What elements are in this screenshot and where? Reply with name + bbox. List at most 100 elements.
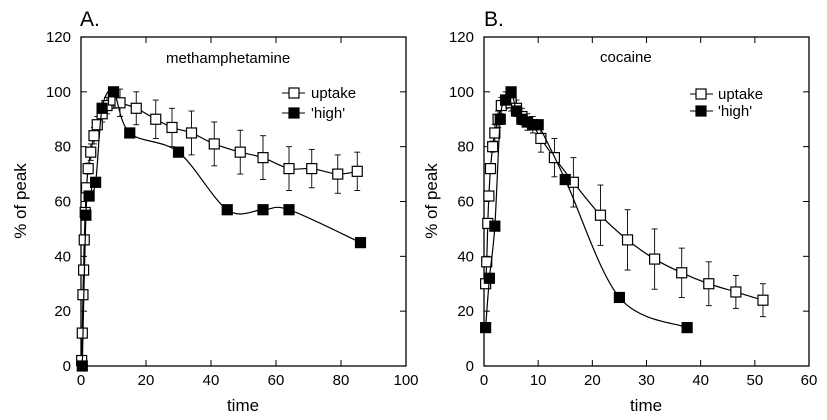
legend-marker-high xyxy=(288,107,300,119)
panel-cocaine: B. cocaine time % of peak uptake 'high' … xyxy=(422,8,817,415)
legend-marker-uptake xyxy=(695,88,707,100)
legend: uptake 'high' xyxy=(282,85,356,122)
series-line-high xyxy=(485,90,688,329)
x-tick-label: 60 xyxy=(268,372,285,389)
data-point-uptake xyxy=(85,146,97,158)
y-axis-title: % of peak xyxy=(11,163,30,239)
legend-marker-uptake xyxy=(288,87,300,99)
data-point-uptake xyxy=(489,127,501,139)
y-tick-label: 40 xyxy=(54,248,71,265)
data-point-high xyxy=(283,204,295,216)
y-tick-label: 120 xyxy=(46,29,71,46)
x-tick-label: 30 xyxy=(638,372,655,389)
legend-label-high: 'high' xyxy=(718,103,752,120)
data-point-uptake xyxy=(82,163,94,175)
data-point-uptake xyxy=(332,168,344,180)
y-tick-label: 80 xyxy=(54,139,71,156)
data-point-uptake xyxy=(535,132,547,145)
data-point-high xyxy=(532,119,544,131)
x-tick-label: 20 xyxy=(584,372,601,389)
data-point-uptake xyxy=(730,286,742,298)
legend-label-uptake: uptake xyxy=(311,85,356,102)
data-point-uptake xyxy=(483,190,495,202)
x-tick-label: 60 xyxy=(801,372,818,389)
y-axis-title: % of peak xyxy=(422,163,441,239)
data-point-high xyxy=(221,204,233,216)
data-point-uptake xyxy=(481,256,493,268)
data-point-uptake xyxy=(88,130,100,142)
data-point-uptake xyxy=(283,163,295,175)
data-point-uptake xyxy=(594,209,607,221)
data-point-high xyxy=(681,322,693,334)
data-point-high xyxy=(489,220,501,232)
x-tick-label: 80 xyxy=(333,372,350,389)
x-tick-label: 40 xyxy=(692,372,709,389)
data-point-uptake xyxy=(703,278,715,290)
y-tick-label: 60 xyxy=(457,194,474,211)
data-point-high xyxy=(107,86,120,98)
legend: uptake 'high' xyxy=(690,86,763,120)
data-point-high xyxy=(83,190,95,202)
y-tick-label: 80 xyxy=(457,139,474,156)
data-point-uptake xyxy=(351,165,363,177)
series-line-high xyxy=(81,89,361,367)
data-point-uptake xyxy=(150,113,162,125)
data-point-high xyxy=(483,272,496,284)
data-point-high xyxy=(505,86,517,98)
data-point-uptake xyxy=(208,138,220,150)
data-point-high xyxy=(480,322,492,334)
data-point-uptake xyxy=(130,102,142,114)
data-point-high xyxy=(96,102,108,114)
y-tick-label: 40 xyxy=(457,248,474,265)
data-point-high xyxy=(559,173,571,186)
data-point-uptake xyxy=(306,163,318,175)
y-tick-label: 120 xyxy=(449,29,474,46)
panel-methamphetamine: A. methamphetamine time % of peak uptake… xyxy=(11,8,419,415)
data-point-uptake xyxy=(649,253,661,265)
y-tick-label: 0 xyxy=(63,358,71,375)
data-point-uptake xyxy=(77,264,90,276)
x-tick-label: 20 xyxy=(138,372,155,389)
data-point-uptake xyxy=(166,121,178,134)
y-tick-label: 100 xyxy=(449,84,474,101)
data-point-uptake xyxy=(487,141,499,153)
x-tick-label: 10 xyxy=(530,372,547,389)
data-point-high xyxy=(124,127,136,139)
data-point-high xyxy=(80,209,92,221)
data-point-uptake xyxy=(78,234,90,246)
data-point-uptake xyxy=(484,163,497,175)
data-point-uptake xyxy=(257,152,269,164)
panel-label: B. xyxy=(484,8,504,31)
x-tick-label: 100 xyxy=(393,372,418,389)
compound-annotation: cocaine xyxy=(600,49,652,66)
legend-marker-high xyxy=(695,105,707,117)
x-axis-title: time xyxy=(227,396,259,415)
data-point-high xyxy=(354,237,367,249)
data-point-high xyxy=(257,204,269,216)
data-point-uptake xyxy=(621,234,634,246)
panel-label: A. xyxy=(80,8,100,31)
compound-annotation: methamphetamine xyxy=(166,50,290,67)
data-point-high xyxy=(613,291,626,304)
data-point-high xyxy=(76,360,88,372)
data-point-uptake xyxy=(76,327,88,339)
plot-frame xyxy=(80,36,407,367)
x-tick-label: 40 xyxy=(203,372,220,389)
y-tick-label: 0 xyxy=(466,358,474,375)
y-tick-label: 20 xyxy=(457,303,474,320)
y-tick-label: 60 xyxy=(54,194,71,211)
data-point-uptake xyxy=(185,127,198,139)
x-tick-label: 0 xyxy=(480,372,488,389)
data-point-high xyxy=(172,146,185,158)
x-tick-label: 50 xyxy=(746,372,763,389)
x-axis-title: time xyxy=(630,396,662,415)
y-tick-label: 100 xyxy=(46,84,71,101)
x-tick-label: 0 xyxy=(77,372,85,389)
data-point-uptake xyxy=(676,267,688,279)
data-point-uptake xyxy=(91,119,103,131)
data-point-uptake xyxy=(234,146,246,158)
data-point-uptake xyxy=(757,294,769,306)
data-point-high xyxy=(90,176,102,188)
y-tick-label: 20 xyxy=(54,303,71,320)
